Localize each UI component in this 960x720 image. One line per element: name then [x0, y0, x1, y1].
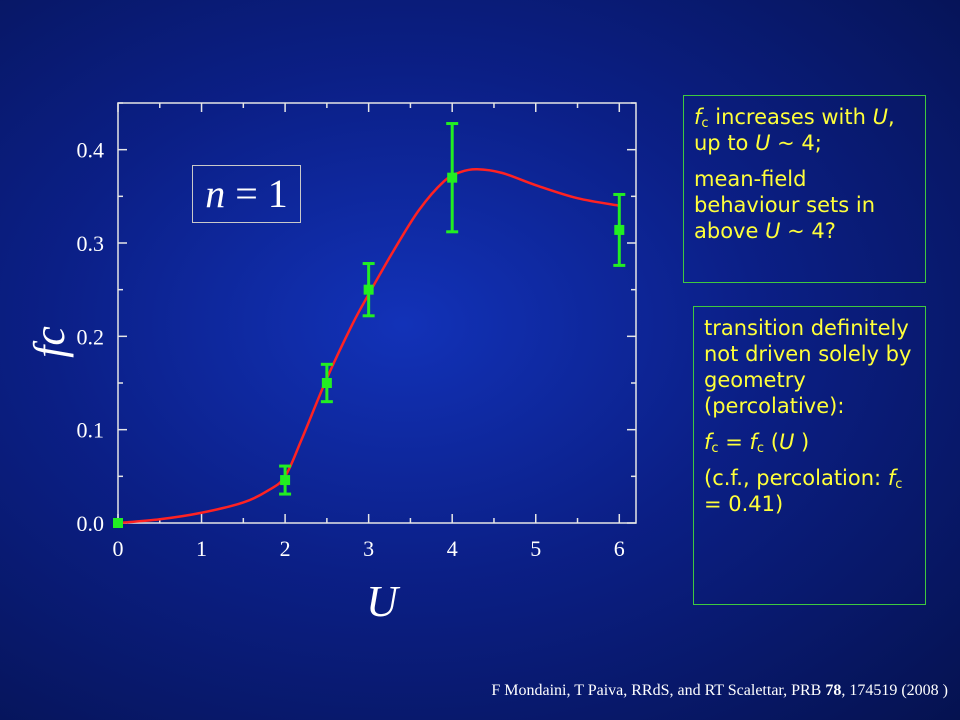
citation: F Mondaini, T Paiva, RRdS, and RT Scalet…: [491, 682, 948, 700]
data-point: [614, 224, 625, 235]
data-point: [363, 284, 374, 295]
fc-symbol: f: [887, 466, 896, 490]
note-percolation: (c.f., percolation: fc = 0.41): [704, 465, 915, 517]
citation-authors: F Mondaini, T Paiva, RRdS, and RT Scalet…: [491, 682, 826, 699]
fc-subscript: c: [895, 477, 903, 492]
data-point: [113, 518, 123, 528]
note-text: , up to: [694, 105, 895, 155]
u-symbol: U: [872, 105, 888, 129]
x-tick-label: 6: [614, 536, 625, 561]
note-text: ~ 4;: [770, 131, 822, 155]
n-value: = 1: [235, 171, 288, 216]
note-text: ~ 4?: [780, 219, 836, 243]
y-tick-label: 0.1: [77, 418, 105, 443]
paren: ): [794, 430, 810, 454]
note-equation: fc = fc (U ): [704, 429, 915, 455]
paren: (: [764, 430, 779, 454]
note-line-1: fc increases with U, up to U ~ 4;: [694, 104, 915, 156]
data-point: [321, 378, 332, 388]
x-tick-label: 1: [196, 536, 207, 561]
n-annotation: n = 1: [192, 165, 301, 223]
note-line-2: mean-field behaviour sets in above U ~ 4…: [694, 166, 915, 244]
u-symbol: U: [765, 219, 781, 243]
plot-frame: [117, 102, 637, 524]
note-text: (c.f., percolation:: [704, 466, 888, 490]
x-axis-label: U: [366, 577, 401, 626]
citation-pages: , 174519 (2008 ): [841, 682, 948, 699]
note-text: increases with: [708, 105, 873, 129]
fc-symbol: f: [749, 430, 757, 454]
fc-symbol: f: [704, 430, 712, 454]
n-symbol: n: [205, 171, 226, 216]
u-symbol: U: [778, 430, 795, 454]
x-tick-label: 3: [363, 536, 374, 561]
citation-volume: 78: [825, 682, 842, 699]
fc-subscript: c: [701, 116, 709, 131]
x-tick-label: 5: [530, 536, 541, 561]
fc-subscript: c: [756, 441, 765, 456]
x-tick-label: 2: [280, 536, 291, 561]
note-box-transition: transition definitely not driven solely …: [693, 306, 926, 605]
data-point: [447, 172, 458, 183]
equals-sign: =: [718, 430, 750, 454]
y-tick-label: 0.2: [77, 324, 105, 349]
u-symbol: U: [755, 131, 771, 155]
y-tick-label: 0.3: [77, 231, 105, 256]
data-point: [280, 475, 291, 486]
note-text: = 0.41): [704, 492, 784, 516]
note-transition-text: transition definitely not driven solely …: [704, 316, 912, 418]
y-tick-label: 0.4: [77, 138, 105, 163]
y-tick-label: 0.0: [77, 511, 105, 536]
y-axis-label: fc: [25, 326, 74, 358]
x-tick-label: 0: [113, 536, 124, 561]
fc-symbol: f: [694, 105, 702, 129]
note-text: mean-field behaviour sets in above: [694, 167, 876, 243]
x-tick-label: 4: [447, 536, 458, 561]
note-box-fc-increase: fc increases with U, up to U ~ 4; mean-f…: [683, 95, 926, 283]
fc-subscript: c: [711, 441, 719, 456]
